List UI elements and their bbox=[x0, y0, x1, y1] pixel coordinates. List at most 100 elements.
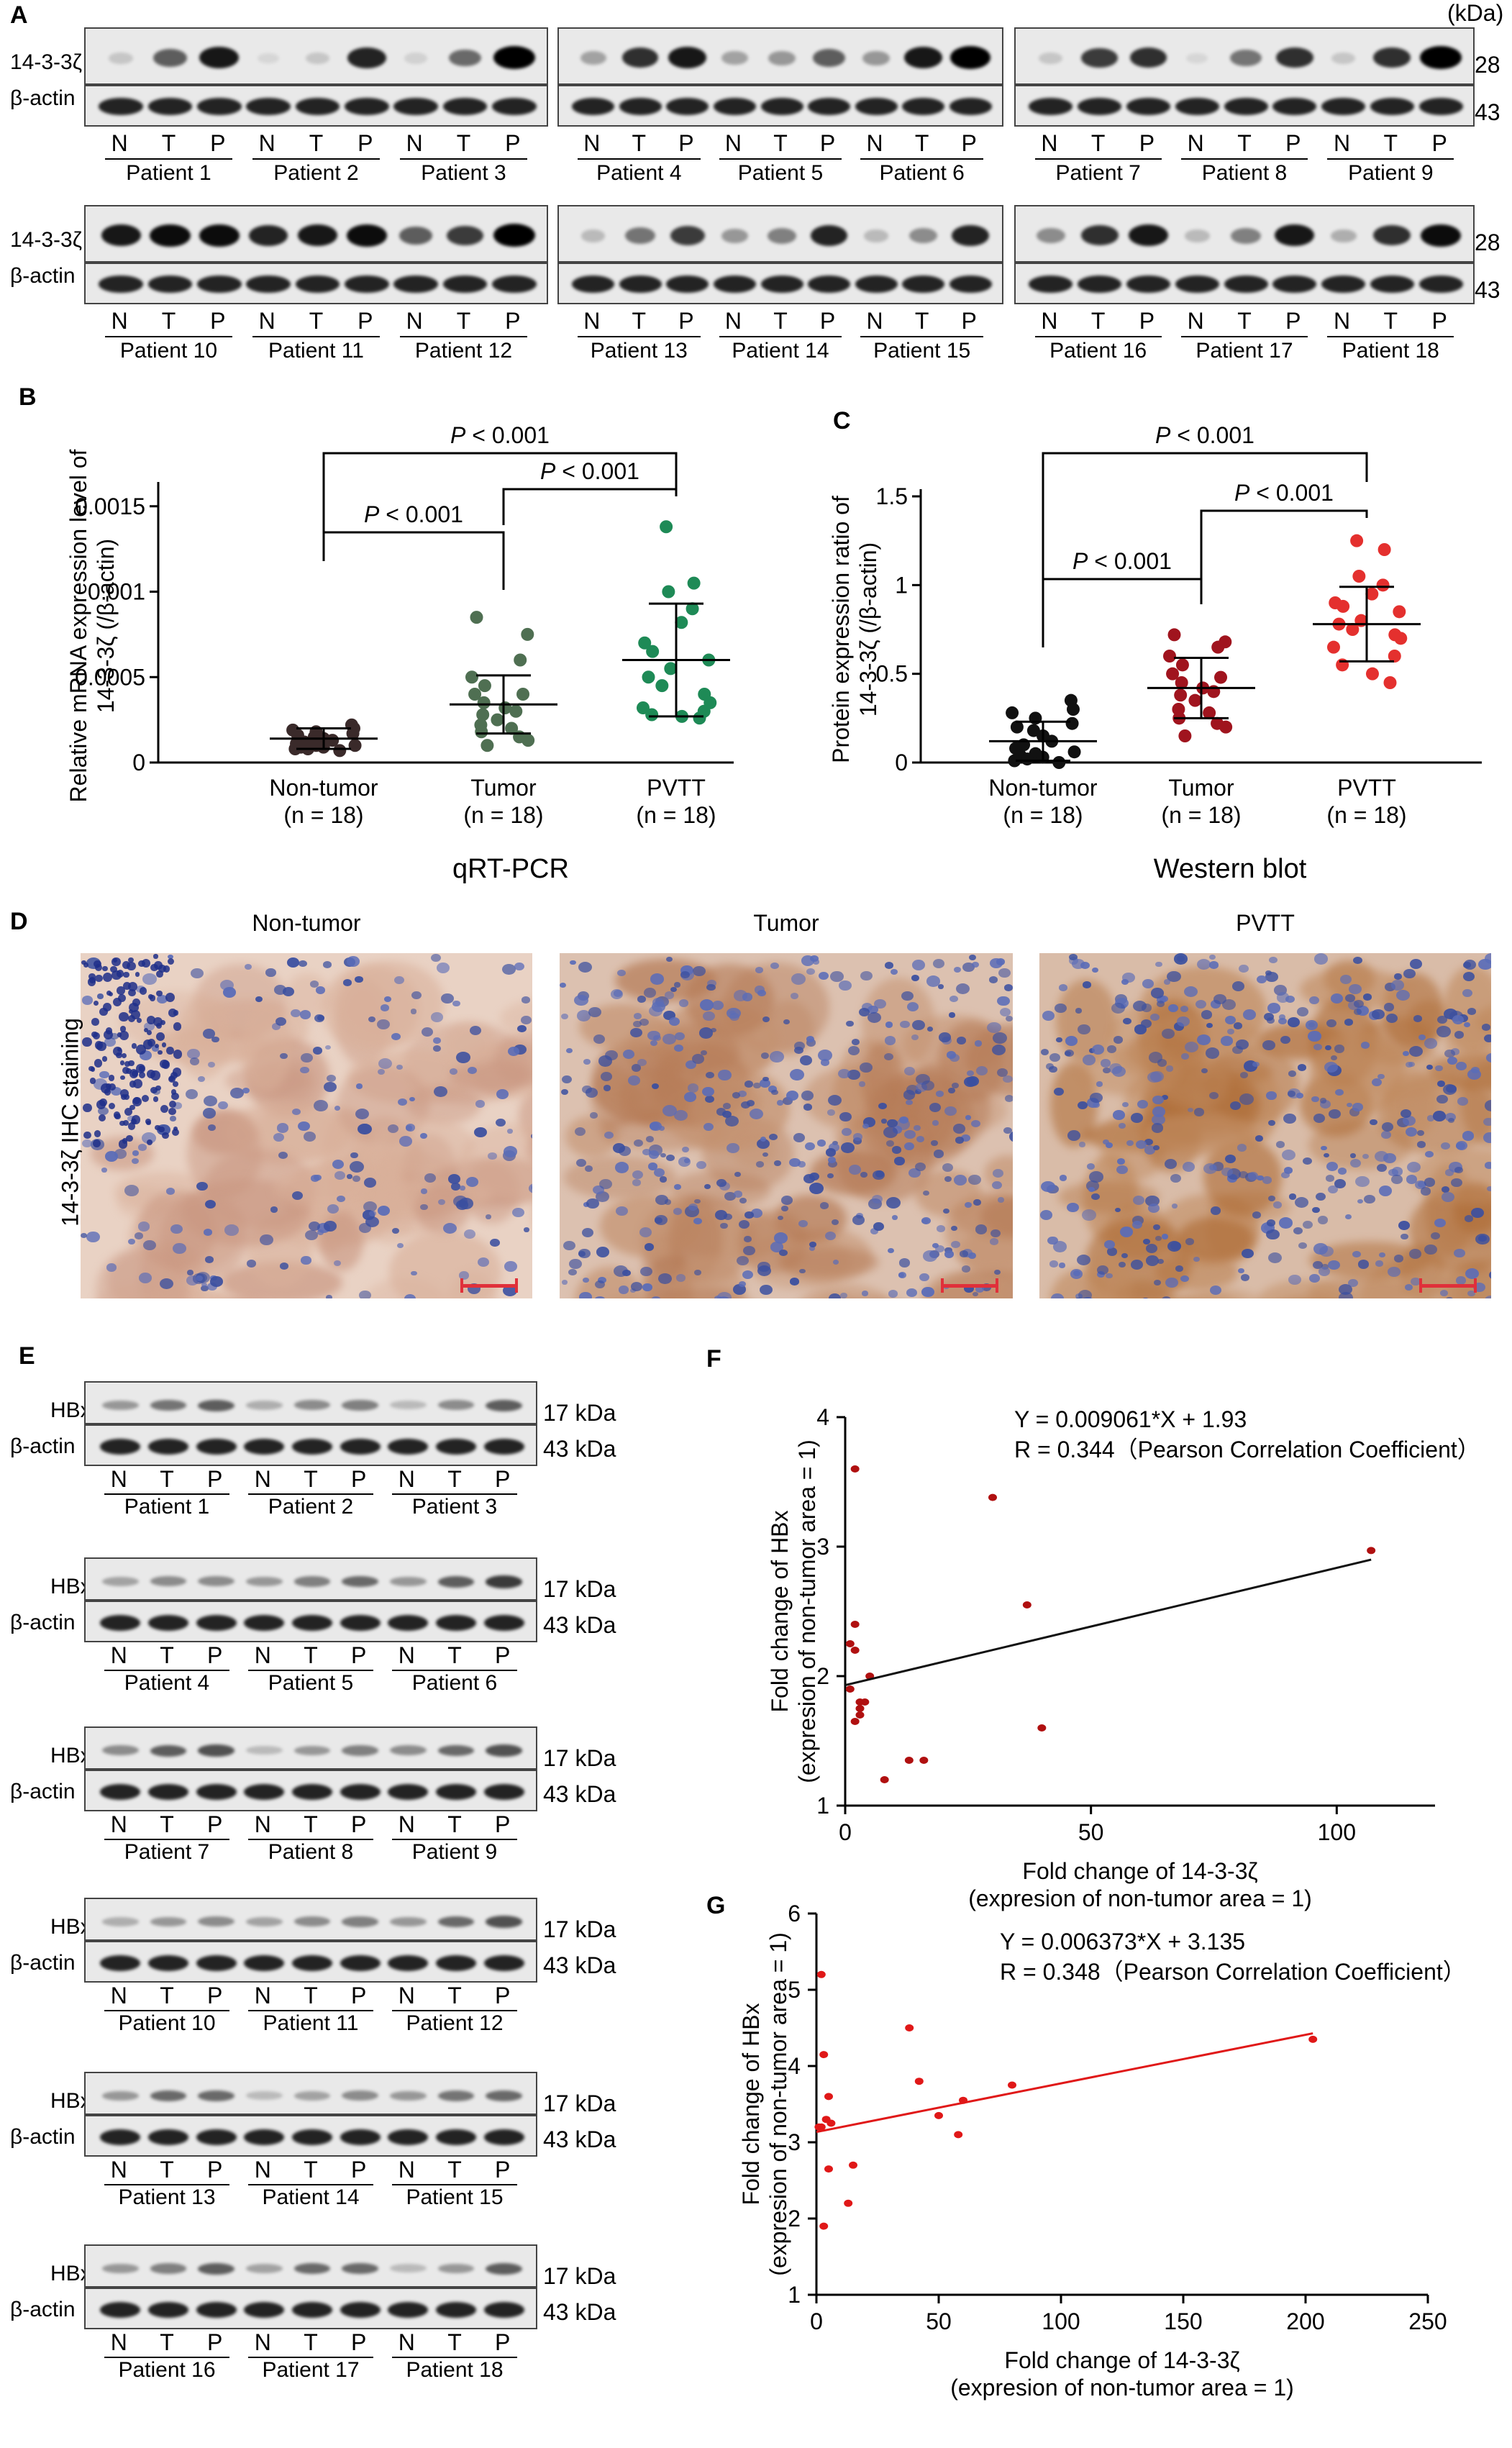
nucleus bbox=[247, 1260, 257, 1268]
nucleus bbox=[806, 968, 816, 975]
nucleus bbox=[1049, 1052, 1061, 1062]
lane-label: P bbox=[350, 2157, 367, 2183]
nucleus bbox=[419, 1203, 428, 1211]
nucleus bbox=[1311, 1096, 1319, 1103]
nucleus bbox=[806, 1039, 816, 1047]
nucleus bbox=[1103, 1067, 1111, 1074]
nucleus bbox=[1371, 1009, 1385, 1020]
row-label-beta-actin: β-actin bbox=[10, 1434, 76, 1458]
nucleus bbox=[1181, 1053, 1189, 1060]
nucleus bbox=[1078, 1142, 1086, 1148]
data-point bbox=[845, 1640, 855, 1647]
nucleus bbox=[740, 1101, 751, 1109]
lane-label: P bbox=[350, 1642, 367, 1668]
nucleus bbox=[664, 1198, 672, 1205]
lymphocyte bbox=[117, 994, 126, 1003]
nucleus bbox=[794, 1042, 805, 1051]
band bbox=[100, 1615, 141, 1631]
lymphocyte bbox=[114, 1113, 121, 1120]
nucleus bbox=[650, 1121, 662, 1132]
nucleus bbox=[81, 1232, 87, 1238]
lymphocyte bbox=[102, 973, 112, 983]
nucleus bbox=[650, 973, 665, 985]
patient-label: Patient 5 bbox=[268, 1671, 354, 1695]
nucleus bbox=[1049, 1260, 1058, 1268]
nucleus bbox=[1278, 1017, 1288, 1024]
patient-label: Patient 2 bbox=[273, 161, 359, 185]
stain-region bbox=[1453, 1181, 1491, 1234]
nucleus bbox=[716, 1178, 727, 1188]
nucleus bbox=[452, 1000, 461, 1007]
band bbox=[483, 2129, 524, 2145]
band bbox=[448, 49, 481, 67]
data-point bbox=[1352, 570, 1366, 583]
lymphocyte bbox=[83, 962, 89, 968]
nucleus bbox=[1278, 1014, 1286, 1020]
band bbox=[100, 2302, 141, 2318]
lymphocyte bbox=[160, 1059, 169, 1069]
nucleus bbox=[751, 1208, 763, 1218]
lane-label: N bbox=[110, 2329, 127, 2355]
lymphocyte bbox=[126, 1134, 133, 1142]
lane-label: T bbox=[304, 1466, 318, 1492]
band bbox=[198, 2090, 234, 2102]
nucleus bbox=[585, 1087, 598, 1098]
nucleus bbox=[301, 1052, 313, 1063]
data-point bbox=[1166, 667, 1180, 681]
nucleus bbox=[1157, 1259, 1164, 1265]
nucleus bbox=[1454, 1249, 1465, 1258]
nucleus bbox=[1083, 981, 1091, 988]
lymphocyte bbox=[170, 1089, 177, 1095]
nucleus bbox=[1182, 1162, 1195, 1172]
nucleus bbox=[629, 1027, 642, 1038]
lymphocyte bbox=[119, 1060, 125, 1066]
nucleus bbox=[1091, 1193, 1100, 1201]
nucleus bbox=[1058, 983, 1068, 991]
patient-underline bbox=[1034, 336, 1162, 337]
nucleus bbox=[496, 1089, 509, 1099]
nucleus bbox=[1118, 1261, 1126, 1268]
lane-label: N bbox=[110, 1466, 127, 1492]
nucleus bbox=[770, 962, 780, 969]
patient-underline bbox=[1034, 158, 1162, 160]
nucleus bbox=[948, 1088, 955, 1093]
lymphocyte bbox=[156, 970, 164, 978]
nucleus bbox=[688, 1203, 698, 1211]
nucleus bbox=[166, 1187, 176, 1195]
nucleus bbox=[1406, 1161, 1421, 1173]
nucleus bbox=[1141, 1004, 1152, 1012]
nucleus bbox=[507, 1046, 520, 1057]
nucleus bbox=[1051, 1293, 1065, 1298]
band bbox=[1330, 229, 1357, 242]
nucleus bbox=[932, 1120, 939, 1126]
lymphocyte bbox=[103, 1029, 114, 1039]
nucleus bbox=[278, 1152, 288, 1160]
nucleus bbox=[411, 1270, 417, 1276]
nucleus bbox=[1242, 1248, 1254, 1259]
nucleus bbox=[578, 962, 593, 973]
nucleus bbox=[1381, 1131, 1391, 1139]
band bbox=[864, 229, 888, 242]
nucleus bbox=[1081, 1209, 1096, 1221]
nucleus bbox=[1294, 1197, 1308, 1209]
band bbox=[244, 1784, 285, 1800]
nucleus bbox=[1058, 1262, 1066, 1269]
nucleus bbox=[217, 1101, 228, 1109]
kda-28: 28 bbox=[1475, 52, 1500, 78]
nucleus bbox=[563, 1240, 576, 1251]
nucleus bbox=[1059, 1175, 1067, 1181]
nucleus bbox=[378, 1057, 393, 1070]
scale-bar bbox=[941, 1284, 998, 1288]
blot-target bbox=[557, 27, 1003, 85]
nucleus bbox=[851, 1039, 860, 1046]
nucleus bbox=[568, 1258, 582, 1270]
data-point bbox=[1367, 1547, 1376, 1555]
group-label: Non-tumor bbox=[269, 775, 378, 801]
y-axis-label: Fold change of HBx bbox=[767, 1510, 793, 1712]
nucleus bbox=[474, 1127, 487, 1137]
nucleus bbox=[363, 1201, 377, 1213]
nucleus bbox=[717, 1292, 732, 1298]
nucleus bbox=[769, 1133, 778, 1140]
nucleus bbox=[858, 1080, 866, 1087]
